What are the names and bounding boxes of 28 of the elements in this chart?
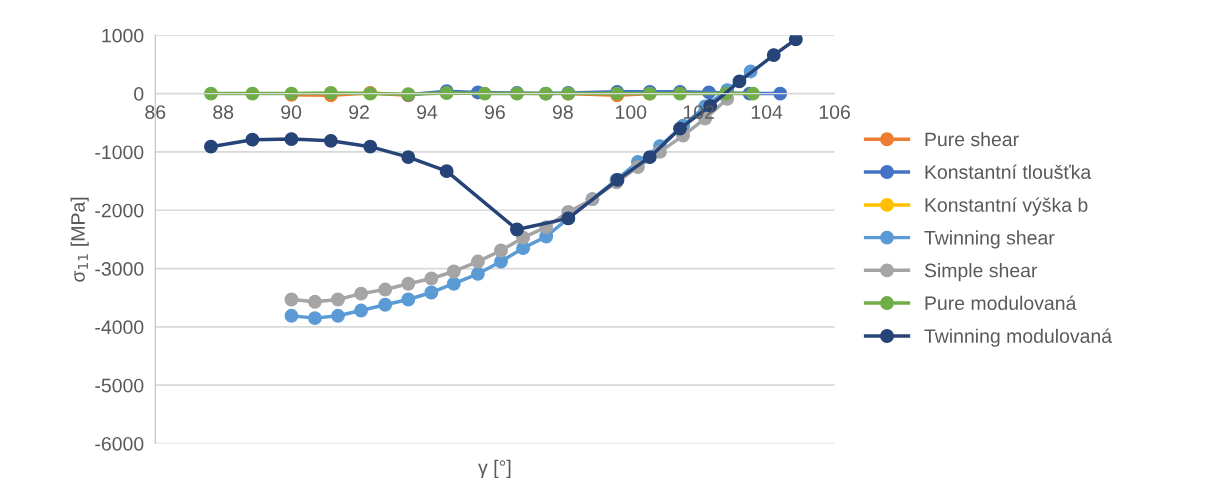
y-tick-label: -1000 <box>95 145 144 160</box>
y-axis-title: σ$_{11}$ [MPa] <box>70 197 89 282</box>
x-tick-label: 106 <box>819 105 850 119</box>
x-axis-title: γ [°] <box>478 459 511 478</box>
x-tick-label: 92 <box>349 105 369 119</box>
x-tick-label: 98 <box>552 105 573 119</box>
legend-label: Pure shear <box>925 131 1019 147</box>
x-tick-label: 102 <box>683 105 714 119</box>
y-tick-label: -2000 <box>95 203 144 218</box>
legend-label: Twinning modulovaná <box>924 328 1113 347</box>
x-tick-label: 90 <box>281 105 302 119</box>
legend-label: Twinning shear <box>924 230 1055 249</box>
y-tick-label: 0 <box>134 87 144 101</box>
x-tick-label: 96 <box>485 105 505 119</box>
y-tick-label: -3000 <box>95 262 144 276</box>
x-tick-label: 88 <box>213 105 234 119</box>
legend-label: Pure modulovaná <box>925 295 1077 311</box>
y-tick-label: -6000 <box>95 436 144 451</box>
y-tick-label: -4000 <box>95 320 144 335</box>
x-tick-label: 86 <box>145 105 166 119</box>
x-tick-label: 104 <box>751 105 783 119</box>
y-tick-label: 1000 <box>102 28 144 43</box>
legend-label: Konstantní výška b <box>925 197 1088 216</box>
x-tick-label: 100 <box>616 105 647 119</box>
legend-label: Konstantní tloušťka <box>925 164 1092 179</box>
x-tick-label: 94 <box>417 105 438 119</box>
y-tick-label: -5000 <box>95 378 144 393</box>
legend-label: Simple shear <box>924 263 1038 282</box>
